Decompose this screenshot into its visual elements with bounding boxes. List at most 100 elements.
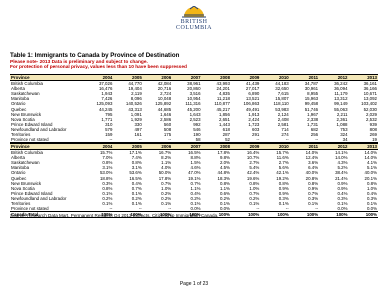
row-label: Saskatchewan bbox=[11, 160, 40, 166]
cell: 47.0% bbox=[188, 170, 201, 176]
cell: 508 bbox=[163, 126, 172, 132]
cell: 14.0% bbox=[335, 155, 348, 161]
table-row: Nova Scotia 0.8% 0.7% 1.0% 1.1% 1.1% 1.0% 0.9% 0… bbox=[10, 186, 378, 191]
cell: 0.4% bbox=[131, 180, 142, 186]
cell: 0.7% bbox=[249, 190, 260, 196]
column-header: 2005 bbox=[113, 142, 143, 151]
cell: 7,615 bbox=[277, 91, 289, 97]
row-label: Newfoundland and Labrador bbox=[11, 126, 67, 132]
cell: 2.7% bbox=[249, 160, 260, 166]
cell: 5.2% bbox=[337, 165, 348, 171]
cell: 1.0% bbox=[249, 185, 260, 191]
cell: -- bbox=[109, 137, 113, 143]
cell: 2.0% bbox=[219, 160, 230, 166]
cell: 2,724 bbox=[160, 91, 172, 97]
cell: 19.2% bbox=[276, 175, 289, 181]
cell: 1,643 bbox=[189, 111, 201, 117]
cell: 1,646 bbox=[160, 111, 172, 117]
cell: 497 bbox=[134, 126, 142, 132]
cell: 1,731 bbox=[307, 121, 319, 127]
cell: 125,093 bbox=[96, 101, 113, 107]
cell: 36,161 bbox=[363, 81, 377, 87]
cell: 38.4% bbox=[335, 170, 348, 176]
cell: 0.0% bbox=[219, 206, 230, 212]
cell: 140,526 bbox=[125, 101, 142, 107]
cell: 34,787 bbox=[304, 81, 319, 87]
cell: 40.0% bbox=[364, 170, 377, 176]
cell: 2,523 bbox=[189, 116, 201, 122]
logo: BRITISH COLUMBIA bbox=[168, 6, 220, 31]
cell: 0.4% bbox=[190, 190, 201, 196]
cell: 37,026 bbox=[98, 81, 113, 87]
row-label: British Columbia bbox=[11, 81, 43, 87]
row-label: Manitoba bbox=[11, 165, 30, 171]
cell: 0.1% bbox=[131, 201, 142, 207]
cell: 44,770 bbox=[128, 81, 142, 87]
cell: 52 bbox=[225, 137, 230, 143]
column-header: 2011 bbox=[289, 142, 320, 151]
cell: 1,771 bbox=[101, 116, 113, 122]
cell: 45,200 bbox=[187, 106, 201, 112]
cell: 714 bbox=[281, 126, 289, 132]
cell: 1,856 bbox=[218, 111, 230, 117]
cell: -- bbox=[256, 137, 260, 143]
cell: 44,183 bbox=[275, 81, 289, 87]
cell: 100% bbox=[142, 211, 173, 219]
cell: 682 bbox=[310, 126, 319, 132]
cell: 0.1% bbox=[131, 190, 142, 196]
column-header: 2013 bbox=[348, 73, 378, 82]
cell: 110,877 bbox=[214, 101, 230, 107]
cell: 125,892 bbox=[155, 101, 172, 107]
table-row: Alberta 16,476 19,404 20,716 20,860 24,201 27,… bbox=[10, 86, 378, 91]
cell: 14.1% bbox=[335, 150, 348, 156]
cell: 19,404 bbox=[128, 86, 142, 92]
cell: 560 bbox=[163, 121, 172, 127]
cell: 1.0% bbox=[161, 185, 172, 191]
cell: 13,521 bbox=[245, 96, 260, 102]
table-row: Saskatchewan 1,943 2,119 2,724 3,516 4,835 6,8… bbox=[10, 91, 378, 96]
cell: 16.4% bbox=[246, 150, 260, 156]
table-row: British Columbia 37,026 44,770 42,084 38,961… bbox=[10, 81, 378, 87]
cell: 1.1% bbox=[161, 160, 172, 166]
cell: -- bbox=[285, 137, 289, 143]
cell: 287 bbox=[222, 132, 230, 138]
cell: 4,835 bbox=[218, 91, 230, 97]
cell: 15,963 bbox=[304, 96, 319, 102]
cell: 0.4% bbox=[366, 190, 377, 196]
column-header: 2008 bbox=[201, 142, 231, 151]
cell: 1,091 bbox=[130, 111, 142, 117]
cell: 269 bbox=[369, 132, 377, 138]
cell: 0.3% bbox=[278, 195, 289, 201]
cell: 2,581 bbox=[277, 121, 289, 127]
cell: 11,218 bbox=[216, 96, 230, 102]
cell: 159 bbox=[105, 132, 113, 138]
cell: 190 bbox=[193, 132, 201, 138]
cell: 0.8% bbox=[102, 160, 113, 166]
cell: 58 bbox=[195, 137, 201, 143]
notes: Please note- 2013 Data is preliminary an… bbox=[10, 60, 187, 71]
cell: 100% bbox=[319, 211, 349, 219]
cell: 753 bbox=[340, 126, 348, 132]
cell: 20,860 bbox=[187, 86, 201, 92]
cell: 10,048 bbox=[157, 96, 172, 102]
table-row: Ontario 53.0% 53.6% 50.0% 47.0% 44.8% 42.4% 42.… bbox=[10, 170, 378, 175]
cell: 10,954 bbox=[187, 96, 201, 102]
row-label: British Columbia bbox=[11, 150, 43, 156]
row-label: Territories bbox=[11, 132, 31, 138]
cell: 14.0% bbox=[364, 155, 377, 161]
cell: 53.6% bbox=[129, 170, 142, 176]
cell: 6.4% bbox=[308, 165, 319, 171]
cell: 15.7% bbox=[276, 150, 289, 156]
cell: 19 bbox=[372, 137, 377, 143]
cell: 51,746 bbox=[304, 106, 319, 112]
cell: 50.0% bbox=[158, 170, 172, 176]
cell: 9.8% bbox=[219, 155, 230, 161]
row-label: Province not stated bbox=[11, 206, 49, 212]
cell: 175 bbox=[163, 132, 172, 138]
cell: 53.0% bbox=[99, 170, 113, 176]
cell: 99,458 bbox=[304, 101, 319, 107]
cell: 1,929 bbox=[130, 116, 142, 122]
cell: 0.1% bbox=[366, 201, 377, 207]
cell: 103,402 bbox=[361, 101, 377, 107]
